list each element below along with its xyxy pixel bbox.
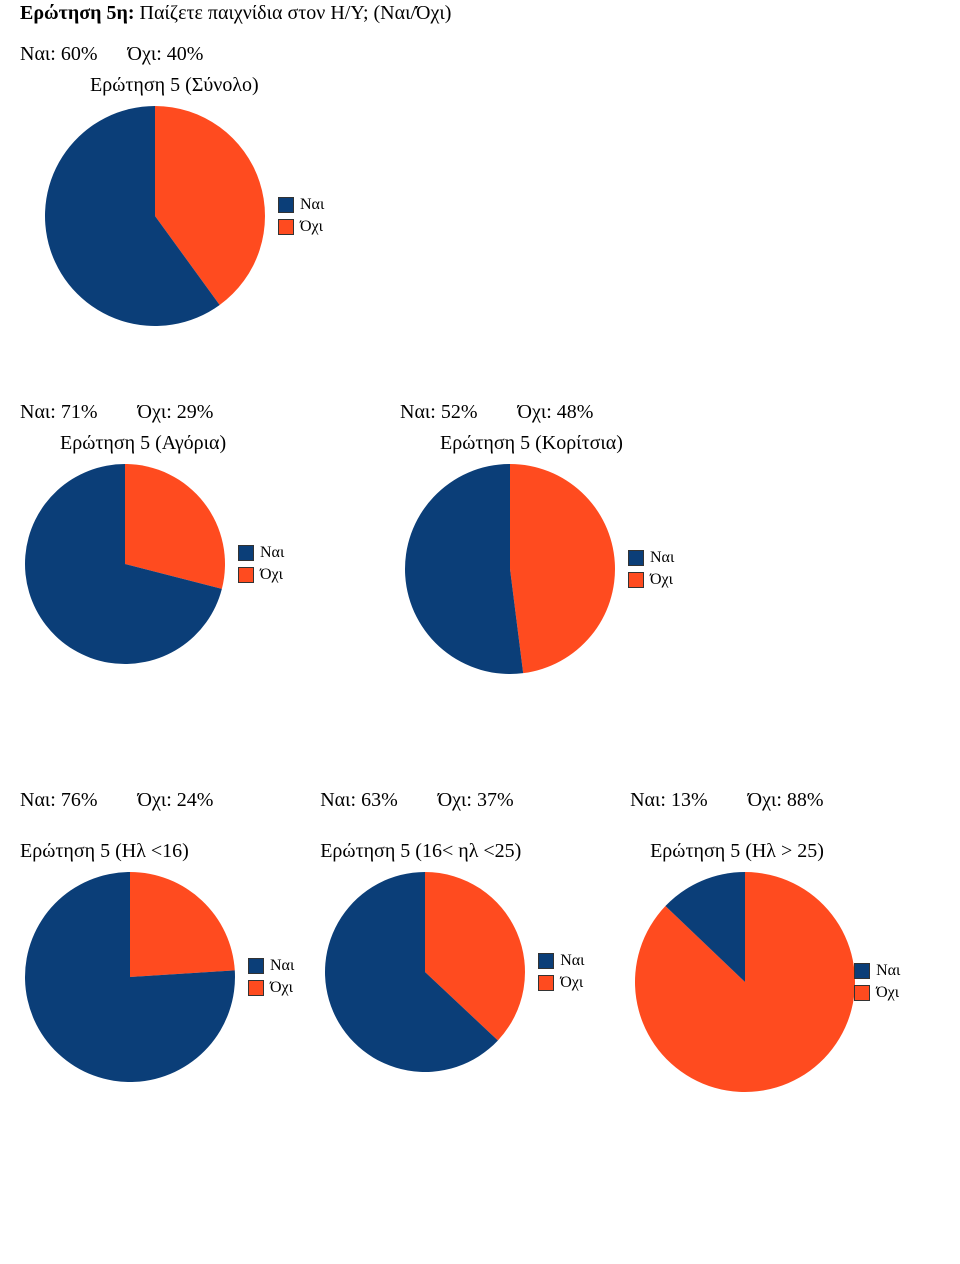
gt25-no: Όχι: 88% xyxy=(748,789,824,812)
boys-title: Ερώτηση 5 (Αγόρια) xyxy=(60,432,370,455)
swatch-yes xyxy=(238,545,254,561)
legend-no: Όχι xyxy=(300,218,323,236)
lt16-yes: Ναι: 76% xyxy=(20,789,98,812)
swatch-no xyxy=(854,985,870,1001)
legend-gt25: Ναι Όχι xyxy=(854,962,900,1002)
total-yes: Ναι: 60% xyxy=(20,43,98,65)
b16_25-stats: Ναι: 63% Όχι: 37% xyxy=(320,789,630,812)
lt16-title: Ερώτηση 5 (Ηλ <16) xyxy=(20,840,320,863)
pie-b16_25 xyxy=(320,867,530,1077)
swatch-yes xyxy=(248,958,264,974)
legend-total: Ναι Όχι xyxy=(278,196,324,236)
b16_25-title: Ερώτηση 5 (16< ηλ <25) xyxy=(320,840,630,863)
girls-stats: Ναι: 52% Όχι: 48% xyxy=(400,401,780,424)
swatch-no xyxy=(628,572,644,588)
legend-no: Όχι xyxy=(260,566,283,584)
legend-boys: Ναι Όχι xyxy=(238,544,284,584)
swatch-no xyxy=(278,219,294,235)
pie-gt25 xyxy=(630,867,860,1097)
boys-no: Όχι: 29% xyxy=(138,401,214,424)
b16_25-no: Όχι: 37% xyxy=(438,789,514,812)
question-body: Παίζετε παιχνίδια στον Η/Υ; (Ναι/Όχι) xyxy=(135,2,452,24)
boys-stats: Ναι: 71% Όχι: 29% xyxy=(20,401,370,424)
lt16-stats: Ναι: 76% Όχι: 24% xyxy=(20,789,320,812)
legend-yes: Ναι xyxy=(260,544,284,562)
total-title: Ερώτηση 5 (Σύνολο) xyxy=(90,74,940,97)
girls-title: Ερώτηση 5 (Κορίτσια) xyxy=(440,432,780,455)
legend-no: Όχι xyxy=(650,571,673,589)
lt16-no: Όχι: 24% xyxy=(138,789,214,812)
question-prefix: Ερώτηση 5η: xyxy=(20,2,135,24)
b16_25-yes: Ναι: 63% xyxy=(320,789,398,812)
pie-girls xyxy=(400,459,620,679)
girls-yes: Ναι: 52% xyxy=(400,401,478,424)
legend-no: Όχι xyxy=(270,979,293,997)
swatch-no xyxy=(238,567,254,583)
gt25-yes: Ναι: 13% xyxy=(630,789,708,812)
swatch-yes xyxy=(538,953,554,969)
boys-yes: Ναι: 71% xyxy=(20,401,98,424)
total-no: Όχι: 40% xyxy=(128,43,204,65)
legend-yes: Ναι xyxy=(270,957,294,975)
girls-no: Όχι: 48% xyxy=(518,401,594,424)
swatch-yes xyxy=(854,963,870,979)
legend-girls: Ναι Όχι xyxy=(628,549,674,589)
legend-yes: Ναι xyxy=(650,549,674,567)
swatch-no xyxy=(538,975,554,991)
question-text: Ερώτηση 5η: Παίζετε παιχνίδια στον Η/Υ; … xyxy=(20,2,940,25)
swatch-yes xyxy=(628,550,644,566)
legend-yes: Ναι xyxy=(876,962,900,980)
legend-lt16: Ναι Όχι xyxy=(248,957,294,997)
pie-total xyxy=(40,101,270,331)
swatch-no xyxy=(248,980,264,996)
pie-lt16 xyxy=(20,867,240,1087)
legend-yes: Ναι xyxy=(560,952,584,970)
gt25-stats: Ναι: 13% Όχι: 88% xyxy=(630,789,940,812)
legend-yes: Ναι xyxy=(300,196,324,214)
legend-no: Όχι xyxy=(560,974,583,992)
total-stats: Ναι: 60% Όχι: 40% xyxy=(20,43,940,66)
gt25-title: Ερώτηση 5 (Ηλ > 25) xyxy=(650,840,940,863)
legend-b16_25: Ναι Όχι xyxy=(538,952,584,992)
swatch-yes xyxy=(278,197,294,213)
legend-no: Όχι xyxy=(876,984,899,1002)
pie-boys xyxy=(20,459,230,669)
